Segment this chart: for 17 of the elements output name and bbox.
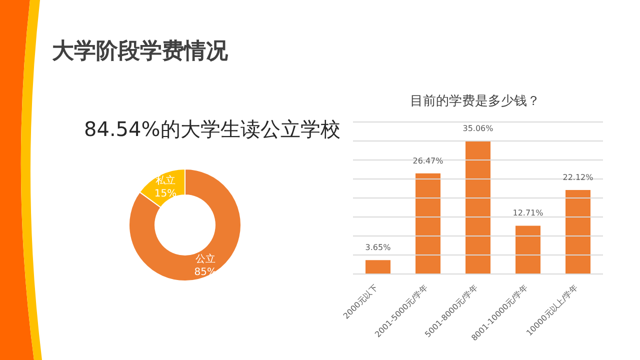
bar — [366, 260, 390, 274]
data-label: 3.65% — [365, 243, 392, 252]
bar — [516, 226, 540, 274]
bar — [416, 173, 440, 274]
slice-label: 公立 — [195, 253, 216, 266]
bar — [566, 190, 590, 274]
bar — [466, 140, 490, 274]
chart-subtitle: 84.54%的大学生读公立学校 — [84, 116, 340, 143]
slice-label: 私立 — [155, 174, 176, 187]
chart-title: 目前的学费是多少钱？ — [409, 93, 541, 111]
chart-title: 大学阶段学费情况 — [52, 38, 228, 66]
data-label: 15% — [154, 188, 177, 200]
data-label: 12.71% — [512, 208, 544, 218]
data-label: 35.06% — [462, 124, 494, 133]
data-label: 22.12% — [562, 172, 594, 182]
donut-slice — [128, 168, 242, 282]
data-label: 26.47% — [412, 156, 444, 166]
